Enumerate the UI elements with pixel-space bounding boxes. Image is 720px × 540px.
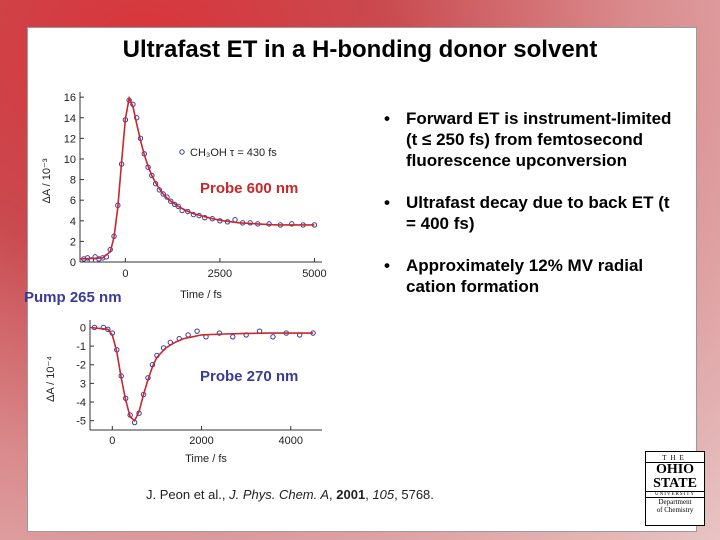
- citation-separator: ,: [365, 487, 373, 502]
- logo-dept-line2: of Chemistry: [656, 506, 694, 514]
- y-tick-label: -4: [76, 397, 86, 409]
- x-axis-label: Time / fs: [180, 289, 222, 301]
- y-tick-label: 0: [70, 257, 76, 269]
- data-point: [230, 334, 236, 340]
- logo-the: THE: [646, 454, 704, 463]
- citation-separator: ,: [329, 487, 337, 502]
- y-tick-label: 8: [70, 175, 76, 187]
- y-tick-label: -1: [76, 341, 86, 353]
- y-tick-label: -2: [76, 360, 86, 372]
- slide-title: Ultrafast ET in a H-bonding donor solven…: [122, 36, 598, 63]
- citation-pages: , 5768.: [394, 487, 434, 502]
- logo-university: UNIVERSITY: [646, 491, 704, 498]
- citation-authors: J. Peon et al.,: [146, 487, 230, 502]
- legend-entry: CH₃OH τ = 430 fs: [190, 147, 277, 159]
- citation-journal: J. Phys. Chem. A: [229, 487, 330, 502]
- y-tick-label: 16: [64, 92, 76, 104]
- ohio-state-logo: THE OHIO STATE UNIVERSITY Department of …: [645, 451, 705, 526]
- y-tick-label: -5: [76, 416, 86, 428]
- x-tick-label: 2000: [189, 435, 213, 447]
- y-tick-label: 12: [64, 133, 76, 145]
- y-tick-label: 2: [70, 236, 76, 248]
- x-tick-label: 0: [109, 435, 115, 447]
- citation-volume: 105: [372, 487, 395, 502]
- fit-curve: [89, 326, 314, 422]
- y-tick-label: 3: [80, 378, 86, 390]
- bullet-forward-et: Forward ET is instrument-limited (t ≤ 25…: [380, 108, 680, 171]
- citation-year: 2001: [336, 487, 366, 502]
- bullet-cation-formation: Approximately 12% MV radial cation forma…: [380, 255, 680, 297]
- fit-curve: [79, 95, 315, 260]
- x-tick-label: 0: [122, 268, 128, 280]
- bullet-list: Forward ET is instrument-limited (t ≤ 25…: [380, 108, 680, 318]
- legend-marker: [179, 149, 185, 155]
- logo-ohio: OHIO: [655, 462, 695, 477]
- bullet-back-et: Ultrafast decay due to back ET (t = 400 …: [380, 192, 680, 234]
- absorbance-270nm-chart: 0 -1 -2 3 -4 -5 0 2000 4000 Time / fs ΔA / 10⁻⁴: [45, 320, 322, 465]
- pump-265nm-label: Pump 265 nm: [24, 289, 122, 306]
- logo-state: STATE: [653, 476, 697, 491]
- y-tick-label: 14: [64, 113, 76, 125]
- y-tick-label: 4: [70, 216, 76, 228]
- probe-600nm-label: Probe 600 nm: [200, 180, 299, 197]
- x-axis-label: Time / fs: [185, 453, 227, 465]
- x-tick-label: 2500: [208, 268, 232, 280]
- x-tick-label: 4000: [279, 435, 303, 447]
- absorbance-600nm-chart: 0 2 4 6 8 10 12 14 16 0 2500 5000 Time / fs ΔA / 10⁻³…: [41, 92, 327, 301]
- y-tick-label: 6: [70, 195, 76, 207]
- data-point: [194, 328, 200, 334]
- data-point: [185, 332, 191, 338]
- y-tick-label: 0: [80, 322, 86, 334]
- data-point: [270, 334, 276, 340]
- logo-dept-line1: Department: [658, 498, 692, 506]
- y-tick-label: 10: [64, 154, 76, 166]
- y-axis-label: ΔA / 10⁻³: [41, 158, 53, 203]
- probe-270nm-label: Probe 270 nm: [200, 368, 299, 385]
- citation: J. Peon et al., J. Phys. Chem. A, 2001 , …: [146, 487, 434, 502]
- x-tick-label: 5000: [302, 268, 326, 280]
- y-axis-label: ΔA / 10⁻⁴: [45, 356, 57, 402]
